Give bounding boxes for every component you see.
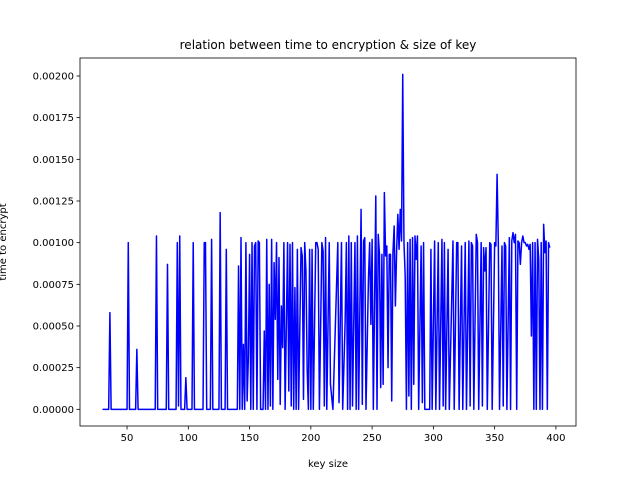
x-tick-label: 150 — [240, 433, 259, 444]
data-line — [102, 73, 551, 411]
x-tick-label: 400 — [546, 433, 565, 444]
y-tick-label: 0.00200 — [33, 72, 74, 83]
x-tick-label: 350 — [485, 433, 504, 444]
y-tick-label: 0.00125 — [33, 197, 74, 208]
x-tick-label: 100 — [179, 433, 198, 444]
x-tick-label: 50 — [121, 433, 134, 444]
x-tick-label: 250 — [363, 433, 382, 444]
y-tick-label: 0.00025 — [33, 363, 74, 374]
x-axis-label: key size — [308, 459, 348, 470]
plot-frame — [79, 57, 577, 427]
x-tick-label: 300 — [424, 433, 443, 444]
chart-title: relation between time to encryption & si… — [180, 38, 477, 52]
x-tick-label: 200 — [301, 433, 320, 444]
y-tick-label: 0.00150 — [33, 155, 74, 166]
y-tick-label: 0.00075 — [33, 280, 74, 291]
y-axis-label: time to encrypt — [0, 203, 9, 280]
y-tick-label: 0.00050 — [33, 322, 74, 333]
y-tick-label: 0.00100 — [33, 238, 74, 249]
y-tick-label: 0.00175 — [33, 113, 74, 124]
y-tick-label: 0.00000 — [33, 405, 74, 416]
